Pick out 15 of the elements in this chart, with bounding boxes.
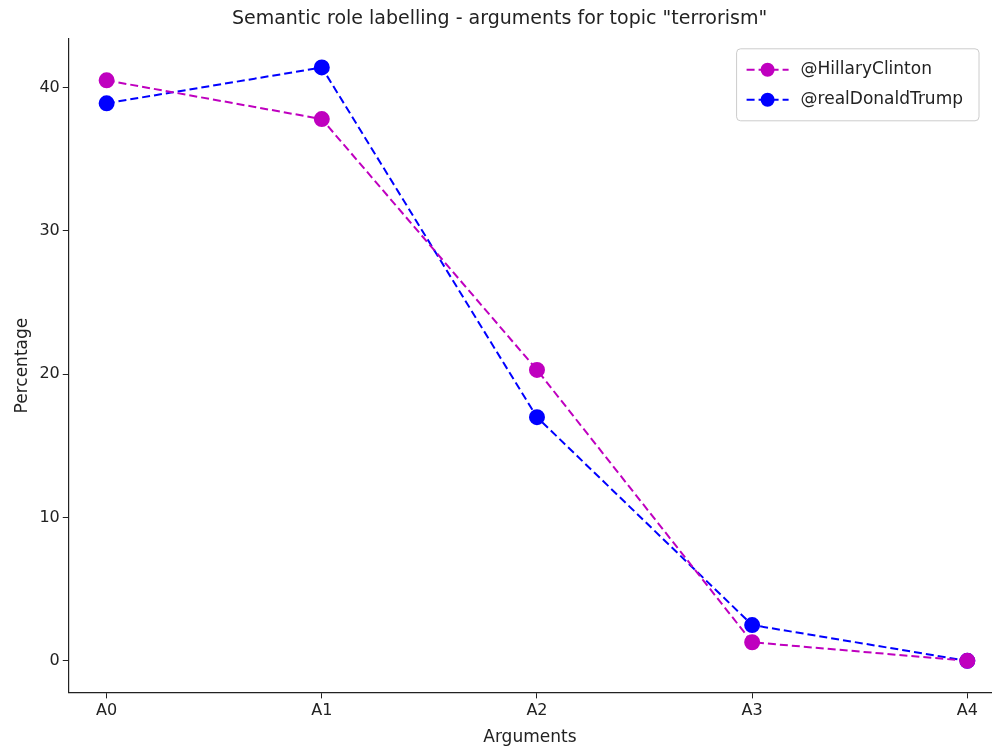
y-axis-title: Percentage: [10, 317, 31, 414]
x-tick-label: A0: [96, 700, 118, 720]
chart-title: Semantic role labelling - arguments for topic "terrorism": [231, 6, 768, 29]
x-tick-label: A1: [311, 700, 333, 720]
x-tick-label: A4: [956, 700, 978, 720]
x-tick-label: A2: [526, 700, 548, 720]
y-tick-label: 0: [49, 650, 60, 670]
y-tick-label: 20: [39, 363, 60, 383]
y-tick-label: 10: [39, 506, 60, 526]
x-tick-label: A3: [741, 700, 763, 720]
legend-label: @HillaryClinton: [800, 58, 932, 79]
y-tick-label: 30: [39, 220, 60, 240]
legend-label: @realDonaldTrump: [800, 88, 964, 109]
x-axis-title: Arguments: [483, 726, 577, 747]
y-tick-label: 40: [39, 76, 60, 96]
